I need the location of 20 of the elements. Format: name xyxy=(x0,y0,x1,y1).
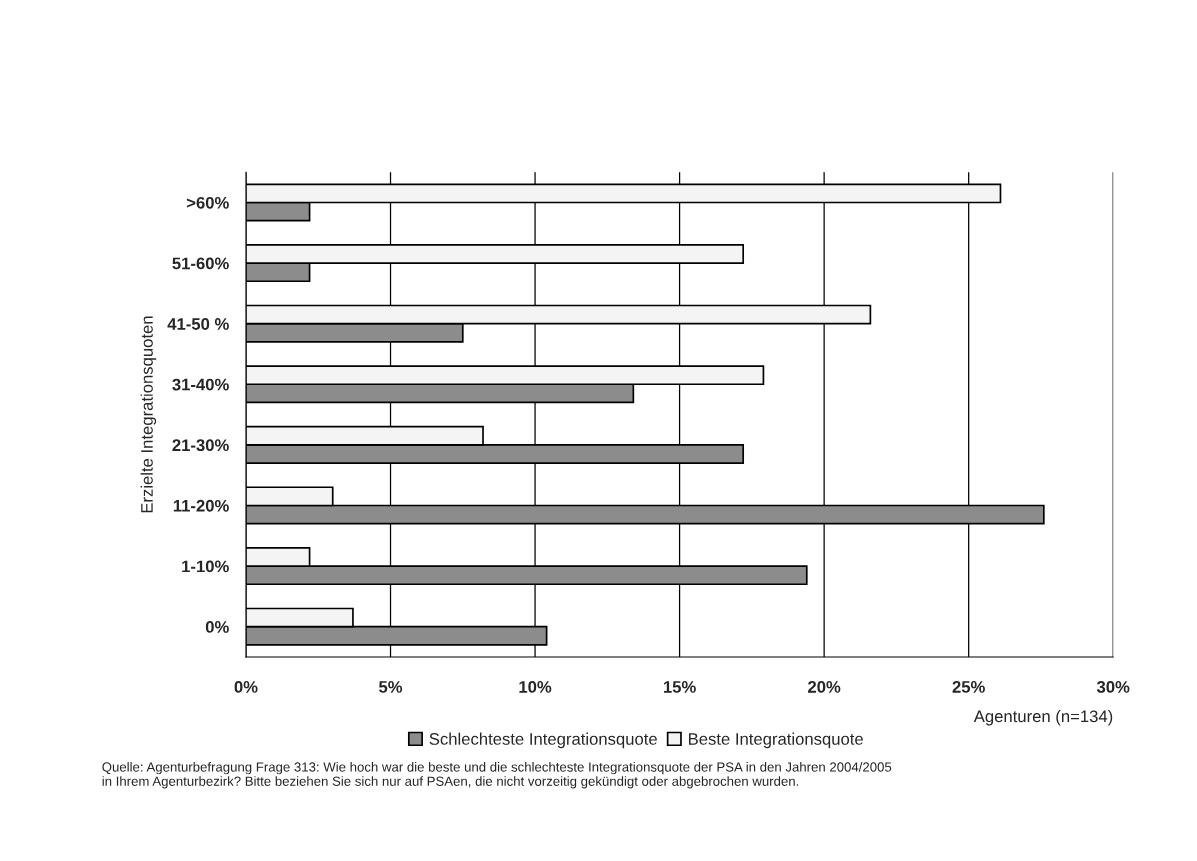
y-tick-label: 21-30% xyxy=(172,439,229,452)
y-tick-label: 31-40% xyxy=(172,378,229,391)
x-tick-label: 30% xyxy=(1096,680,1130,693)
x-tick-label: 0% xyxy=(234,680,258,693)
x-tick-label: 10% xyxy=(519,680,552,693)
y-tick-label: 41-50 % xyxy=(167,318,229,330)
x-tick-label: 15% xyxy=(663,681,696,693)
legend-label: Beste Integrationsquote xyxy=(689,732,863,749)
x-tick-label: 5% xyxy=(378,681,403,693)
y-axis-title: Erzielte Integrationsquoten xyxy=(140,316,157,513)
y-tick-label: 1-10% xyxy=(182,560,229,573)
y-tick-label: 0% xyxy=(205,621,229,633)
x-axis-title: Agenturen (n=134) xyxy=(973,709,1113,726)
source-note: Quelle: Agenturbefragung Frage 313: Wie hoch war die beste und die schlechteste Integrationsquote der PSA in den Jahren 2004/2005 in Ihrem Agenturbezirk? Bitte beziehen Sie sich nur auf PSAen, die nicht vorzeitig gekündigt oder abgebrochen wurden. xyxy=(102,761,892,789)
x-tick-label: 20% xyxy=(808,680,841,693)
x-tick-label: 25% xyxy=(952,680,985,693)
y-tick-label: 51-60% xyxy=(172,257,229,270)
y-tick-label: >60% xyxy=(186,196,229,209)
y-tick-label: 11-20% xyxy=(173,499,229,512)
legend-label: Schlechteste Integrationsquote xyxy=(429,732,657,749)
